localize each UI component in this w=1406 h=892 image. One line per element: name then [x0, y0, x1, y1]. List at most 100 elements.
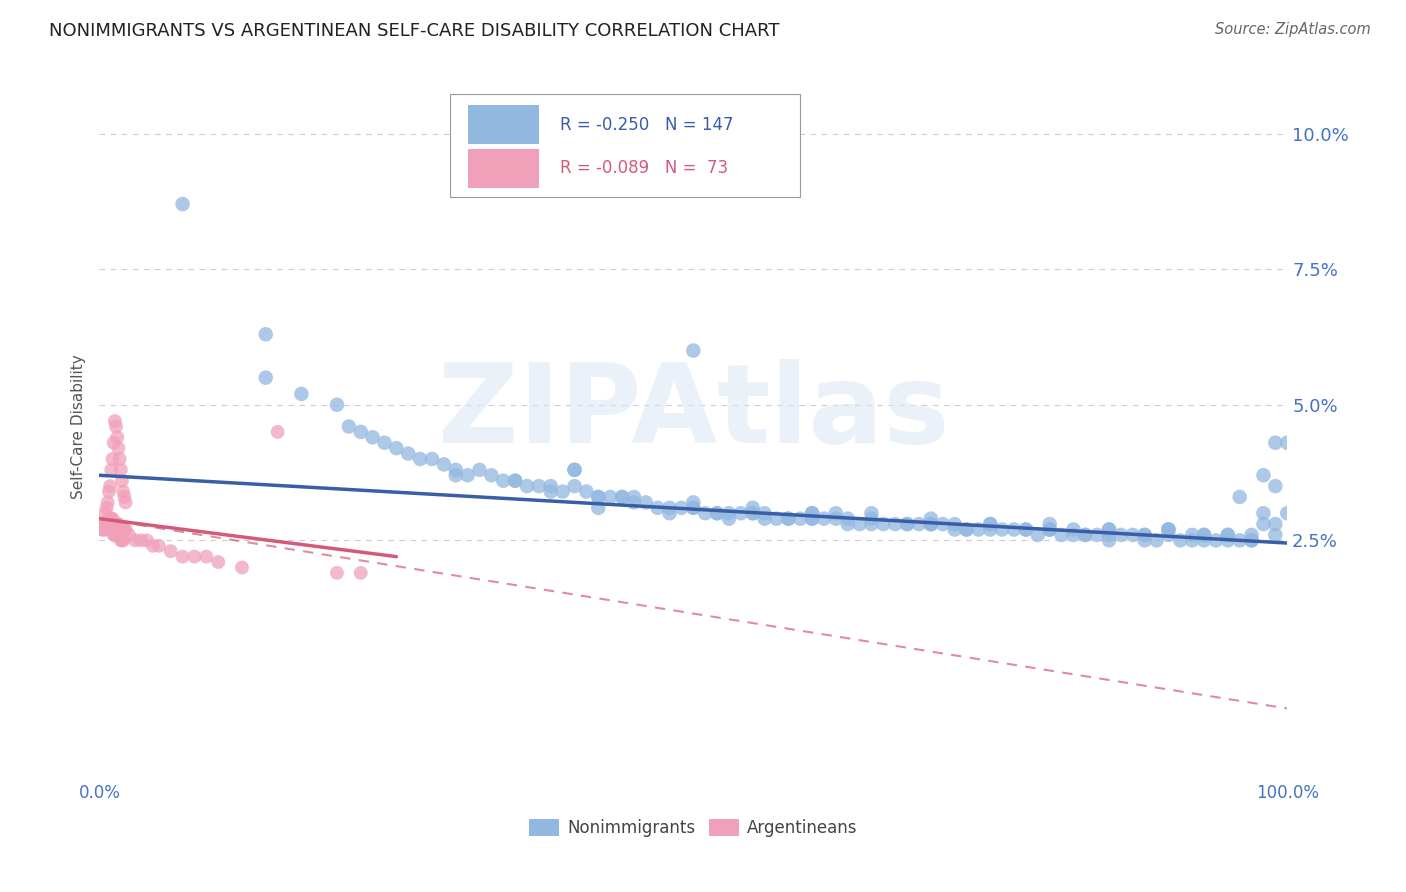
Point	[610, 490, 633, 504]
Point	[100, 523, 122, 537]
Point	[1229, 533, 1251, 548]
Point	[527, 479, 550, 493]
Point	[1133, 528, 1156, 542]
Point	[920, 517, 942, 532]
Point	[231, 560, 253, 574]
Point	[623, 495, 645, 509]
Point	[172, 197, 194, 211]
Point	[658, 506, 681, 520]
Point	[111, 533, 134, 548]
Point	[564, 479, 586, 493]
Point	[848, 517, 870, 532]
Point	[1085, 528, 1108, 542]
Point	[801, 506, 824, 520]
Point	[979, 517, 1001, 532]
Point	[159, 544, 181, 558]
Point	[1192, 528, 1215, 542]
Point	[860, 517, 883, 532]
Point	[706, 506, 728, 520]
Point	[801, 511, 824, 525]
Point	[754, 511, 776, 525]
Point	[97, 523, 120, 537]
Point	[1240, 533, 1263, 548]
Point	[1062, 523, 1084, 537]
Point	[492, 474, 515, 488]
Point	[647, 500, 669, 515]
Point	[409, 452, 432, 467]
Point	[1277, 506, 1299, 520]
Point	[1015, 523, 1038, 537]
Point	[97, 523, 120, 537]
Point	[136, 533, 159, 548]
Point	[396, 446, 419, 460]
Point	[266, 425, 288, 439]
Point	[682, 495, 704, 509]
Point	[94, 506, 117, 520]
Point	[540, 479, 562, 493]
Point	[112, 484, 135, 499]
Point	[706, 506, 728, 520]
Point	[730, 506, 752, 520]
Point	[108, 528, 131, 542]
Point	[682, 343, 704, 358]
Point	[105, 528, 128, 542]
Point	[107, 517, 129, 532]
Text: R = -0.089   N =  73: R = -0.089 N = 73	[560, 160, 728, 178]
Point	[444, 463, 467, 477]
Point	[1098, 523, 1121, 537]
Point	[108, 523, 131, 537]
Point	[148, 539, 170, 553]
Point	[896, 517, 918, 532]
Point	[1039, 523, 1062, 537]
Point	[896, 517, 918, 532]
Point	[90, 517, 112, 532]
Point	[457, 468, 479, 483]
Point	[207, 555, 229, 569]
Point	[778, 511, 800, 525]
Point	[96, 517, 118, 532]
Point	[94, 517, 117, 532]
Point	[801, 511, 824, 525]
Point	[623, 490, 645, 504]
Point	[107, 528, 129, 542]
Point	[433, 458, 456, 472]
Point	[979, 517, 1001, 532]
Point	[1264, 479, 1286, 493]
Point	[254, 370, 277, 384]
Y-axis label: Self-Care Disability: Self-Care Disability	[72, 354, 86, 499]
Point	[1264, 528, 1286, 542]
Point	[195, 549, 218, 564]
Point	[991, 523, 1014, 537]
Point	[101, 511, 124, 525]
Point	[1098, 528, 1121, 542]
Point	[124, 533, 146, 548]
Point	[104, 517, 127, 532]
Point	[129, 533, 152, 548]
Point	[93, 517, 115, 532]
Point	[108, 452, 131, 467]
Text: 100.0%: 100.0%	[1256, 784, 1319, 803]
Point	[741, 506, 763, 520]
Point	[1253, 517, 1275, 532]
Point	[93, 523, 115, 537]
Point	[588, 500, 610, 515]
Point	[789, 511, 811, 525]
Point	[599, 490, 621, 504]
Point	[1216, 528, 1239, 542]
Point	[658, 500, 681, 515]
Point	[101, 523, 124, 537]
Point	[110, 523, 132, 537]
Point	[385, 441, 408, 455]
Point	[955, 523, 977, 537]
Point	[1253, 468, 1275, 483]
Point	[114, 523, 136, 537]
Point	[1192, 533, 1215, 548]
Point	[516, 479, 538, 493]
Point	[97, 511, 120, 525]
Point	[503, 474, 526, 488]
Point	[1157, 523, 1180, 537]
Point	[94, 523, 117, 537]
Point	[373, 435, 395, 450]
Point	[98, 523, 121, 537]
Point	[420, 452, 443, 467]
